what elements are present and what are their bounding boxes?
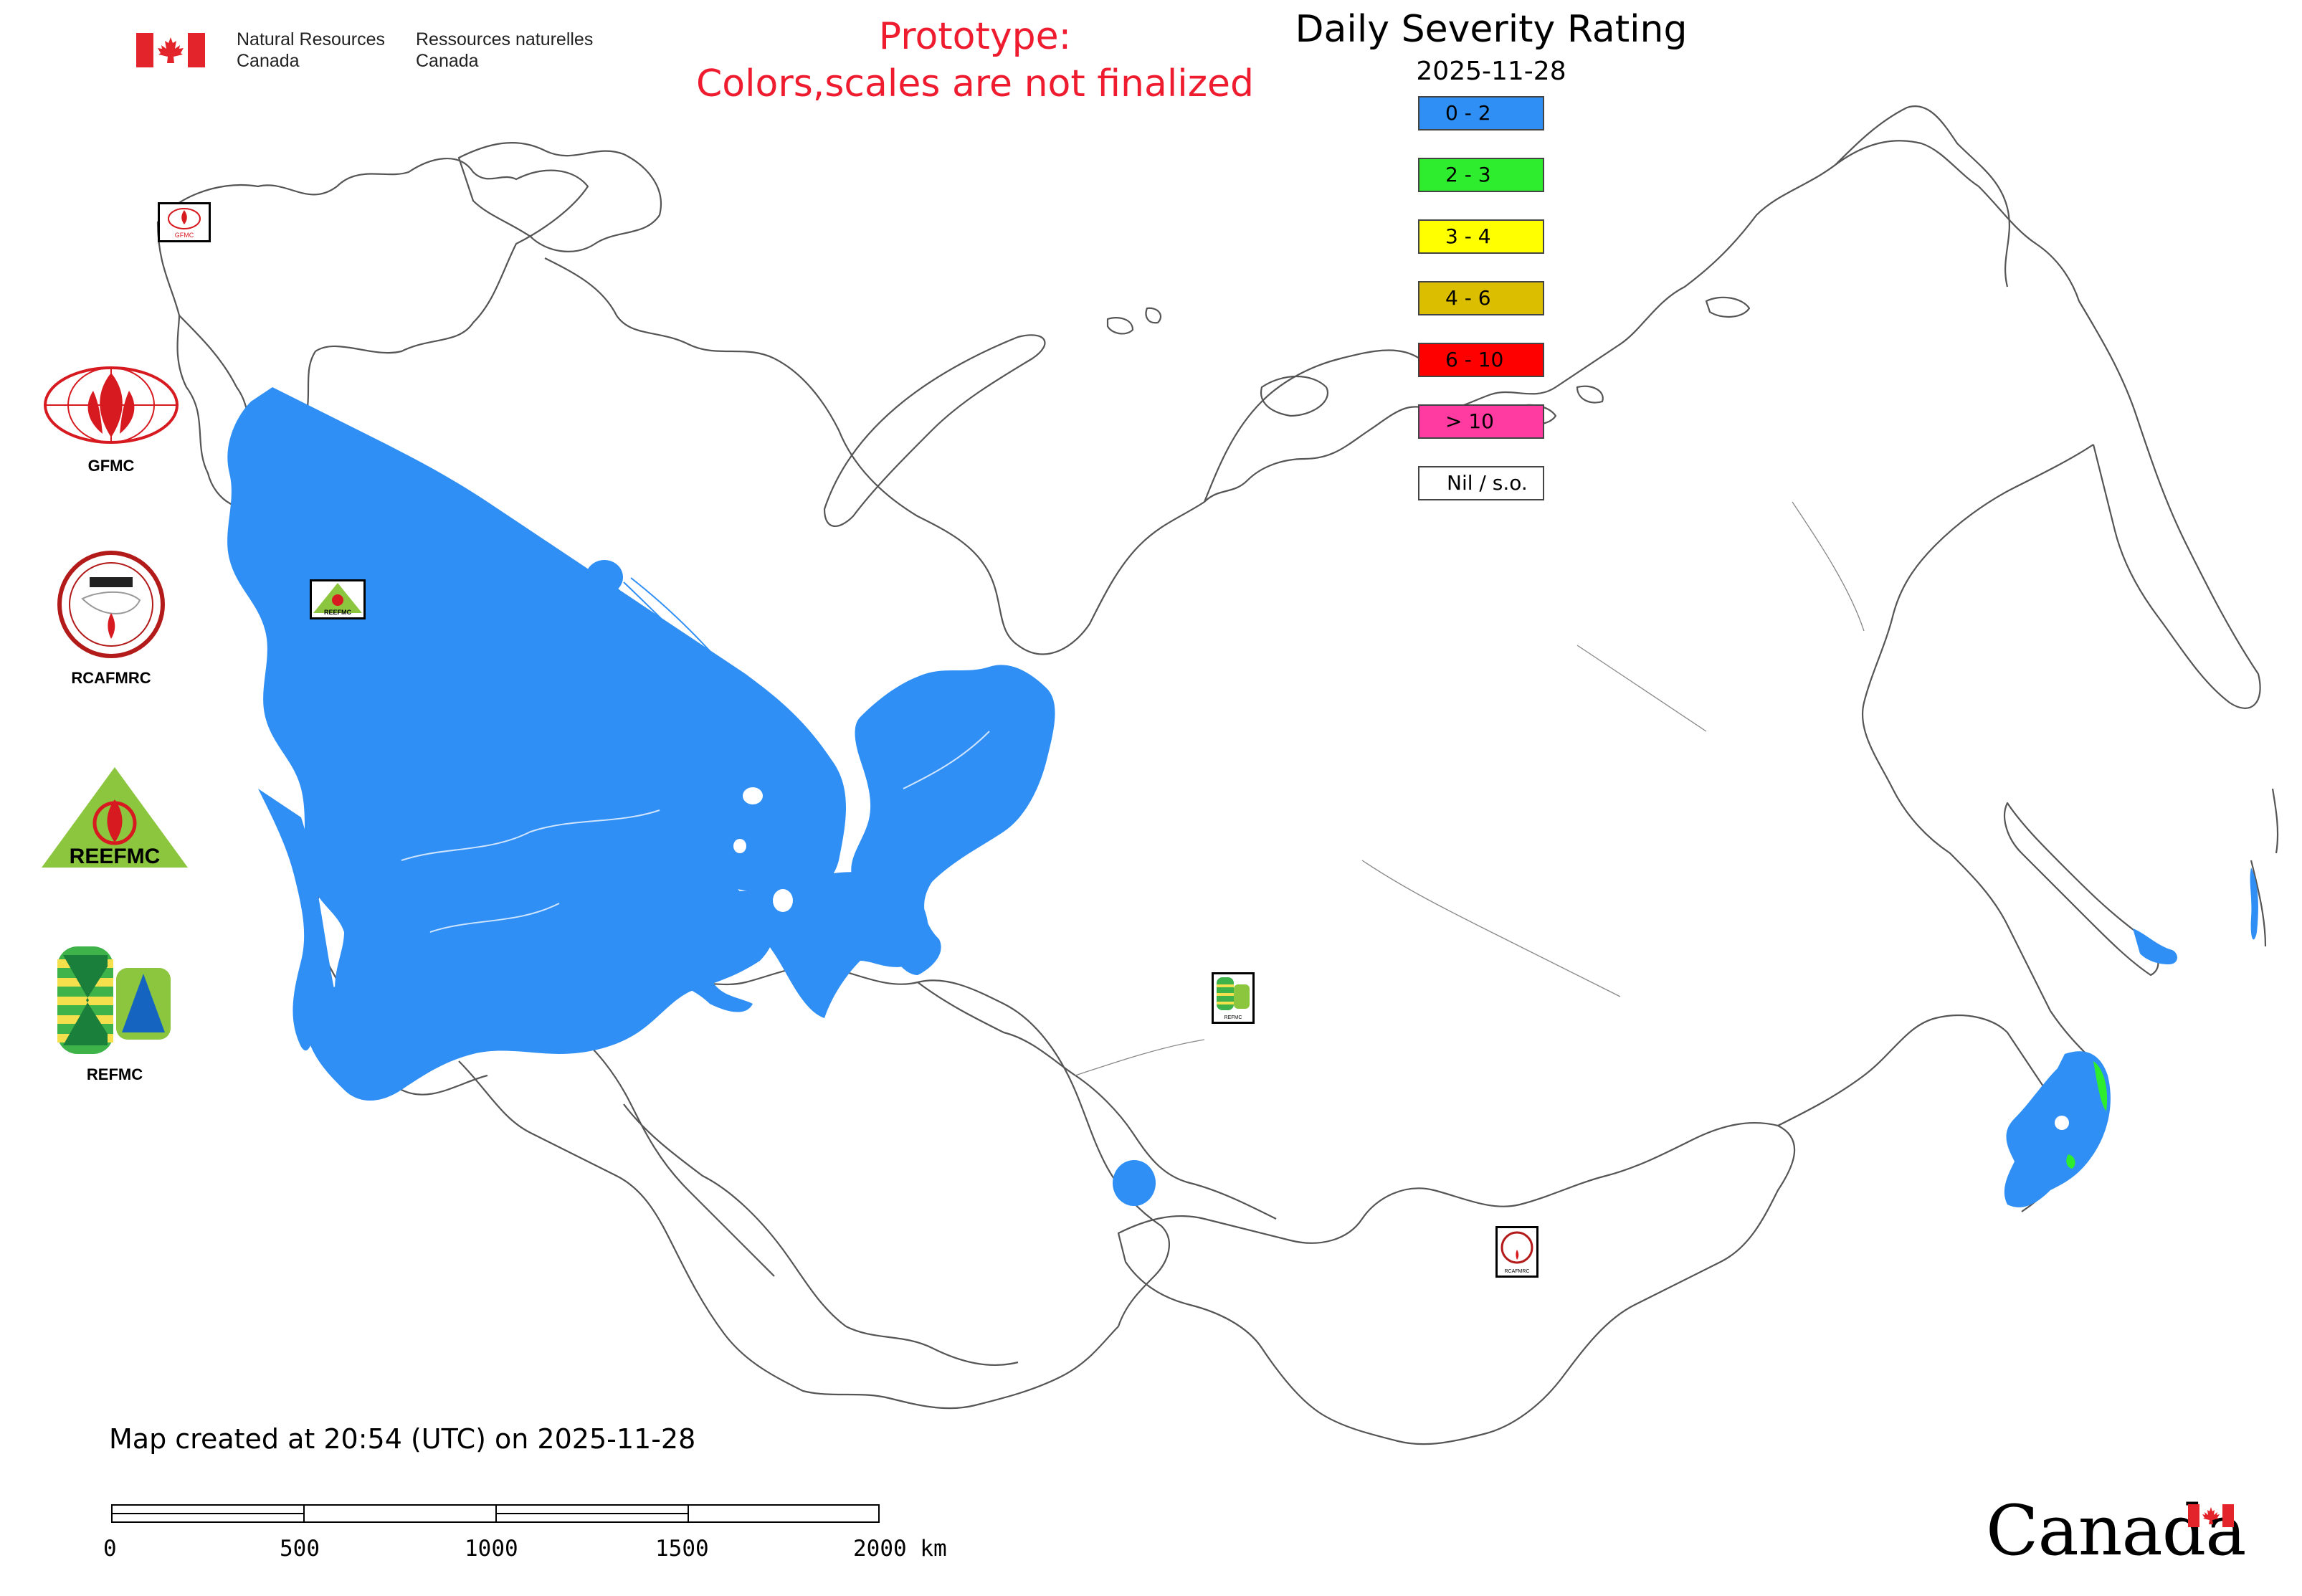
svg-text:REEFMC: REEFMC bbox=[70, 845, 161, 868]
reefmc-logo-icon: REEFMC bbox=[313, 583, 362, 616]
gfmc-logo: GFMC bbox=[39, 362, 183, 477]
dsr-region-european-russia bbox=[227, 387, 846, 1056]
rcafmrc-logo-icon: RCAFMRC bbox=[1500, 1231, 1533, 1274]
scale-bar bbox=[111, 1504, 880, 1526]
rcafmrc-logo-icon bbox=[57, 551, 165, 658]
legend-item-over-10: > 10 bbox=[1418, 404, 1544, 439]
border-russia-south bbox=[917, 982, 1277, 1220]
svg-text:GFMC: GFMC bbox=[175, 232, 194, 239]
canada-flag-icon bbox=[136, 33, 205, 67]
scale-label-2000: 2000 km bbox=[853, 1536, 947, 1562]
map-title: Daily Severity Rating bbox=[1295, 8, 1688, 51]
coastline-taymyr bbox=[1203, 349, 1420, 503]
refmc-map-marker: REFMC bbox=[1212, 972, 1255, 1024]
river-lines bbox=[401, 731, 990, 933]
border-central-asia bbox=[458, 1060, 1119, 1410]
gfmc-map-marker: GFMC bbox=[158, 202, 211, 242]
dsr-region-altai bbox=[1113, 1160, 1156, 1206]
map-created-note: Map created at 20:54 (UTC) on 2025-11-28 bbox=[109, 1423, 696, 1455]
dsr-streak-lines bbox=[616, 577, 725, 682]
maple-leaf-icon bbox=[2202, 1507, 2220, 1524]
refmc-label: REFMC bbox=[86, 1065, 143, 1083]
svg-text:RCAFMRC: RCAFMRC bbox=[1505, 1269, 1530, 1274]
department-name-fr: Ressources naturelles Canada bbox=[416, 29, 594, 71]
island-kurils bbox=[2250, 788, 2279, 947]
dsr-hole bbox=[733, 839, 746, 853]
legend-item-6-10: 6 - 10 bbox=[1418, 343, 1544, 377]
scale-label-1000: 1000 bbox=[465, 1536, 518, 1562]
rcafmrc-logo: RCAFMRC bbox=[39, 548, 183, 692]
legend-item-4-6: 4 - 6 bbox=[1418, 281, 1544, 315]
svg-text:REEFMC: REEFMC bbox=[324, 609, 352, 616]
gfmc-logo-icon bbox=[44, 366, 179, 444]
coastline-scandinavia bbox=[156, 157, 589, 508]
border-central-asia-south bbox=[623, 1103, 1019, 1367]
coastline-chukotka bbox=[1835, 105, 2010, 288]
legend-item-2-3: 2 - 3 bbox=[1418, 158, 1544, 192]
island-wrangel bbox=[1705, 296, 1751, 318]
coastline-white-sea bbox=[544, 257, 775, 359]
dsr-region-novaya-zemlya-blob bbox=[586, 560, 623, 594]
prototype-notice: Prototype: Colors,scales are not finaliz… bbox=[695, 15, 1255, 105]
dsr-region-green-coast bbox=[2093, 1061, 2108, 1111]
reefmc-logo: REEFMC bbox=[36, 767, 194, 875]
coastline-russia-arctic bbox=[774, 140, 2080, 655]
svg-text:REFMC: REFMC bbox=[1224, 1015, 1242, 1020]
dsr-region-sakhalin bbox=[2133, 928, 2177, 964]
coastline-kamchatka bbox=[2078, 300, 2261, 709]
dsr-hole bbox=[743, 787, 763, 804]
dsr-region-west-siberia bbox=[617, 872, 928, 1018]
border-kazakhstan bbox=[573, 965, 1170, 1327]
coastline-kola bbox=[457, 142, 662, 252]
maple-leaf-icon bbox=[158, 37, 184, 63]
refmc-logo: REFMC bbox=[57, 946, 201, 1090]
dsr-region-green-south bbox=[2066, 1154, 2075, 1169]
island-franz-josef bbox=[1106, 307, 1162, 335]
dsr-region-south-russia bbox=[258, 789, 337, 1051]
reefmc-map-marker: REEFMC bbox=[310, 579, 366, 619]
legend-item-nil: Nil / s.o. bbox=[1418, 466, 1544, 500]
refmc-logo-icon: REFMC bbox=[1217, 977, 1250, 1020]
department-name-en: Natural Resources Canada bbox=[237, 29, 386, 71]
rcafmrc-label: RCAFMRC bbox=[71, 669, 151, 687]
scale-label-1500: 1500 bbox=[655, 1536, 709, 1562]
gfmc-label: GFMC bbox=[87, 457, 135, 475]
canada-flag-icon bbox=[2188, 1504, 2234, 1527]
island-sakhalin bbox=[2004, 802, 2159, 977]
scale-label-0: 0 bbox=[103, 1536, 117, 1562]
scale-label-500: 500 bbox=[280, 1536, 320, 1562]
legend-item-0-2: 0 - 2 bbox=[1418, 96, 1544, 130]
refmc-logo-icon bbox=[57, 946, 171, 1054]
island-novaya-zemlya bbox=[823, 334, 1046, 528]
gfmc-logo-icon: GFMC bbox=[168, 208, 201, 239]
rcafmrc-map-marker: RCAFMRC bbox=[1495, 1226, 1538, 1278]
map-date: 2025-11-28 bbox=[1416, 57, 1566, 86]
scale-segment bbox=[303, 1504, 497, 1523]
border-mongolia bbox=[1117, 1121, 1796, 1445]
dsr-region-central-siberia bbox=[851, 665, 1055, 975]
legend-item-3-4: 3 - 4 bbox=[1418, 219, 1544, 254]
dsr-region-primorye bbox=[2004, 1051, 2111, 1207]
dsr-hole bbox=[773, 889, 793, 912]
island-severnaya-zemlya bbox=[1260, 376, 1328, 417]
dsr-region-kurils bbox=[2250, 868, 2258, 940]
dsr-hole bbox=[2055, 1116, 2069, 1130]
reefmc-logo-icon: REEFMC bbox=[42, 767, 188, 868]
scale-segment bbox=[688, 1504, 880, 1523]
canada-wordmark: Canada bbox=[1986, 1491, 2246, 1571]
